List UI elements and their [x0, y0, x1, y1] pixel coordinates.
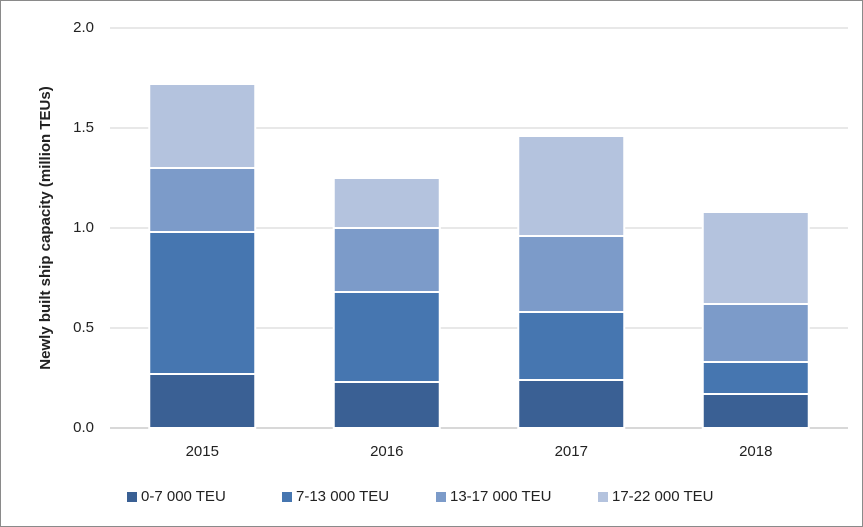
y-tick-label: 1.0 [73, 219, 94, 236]
legend-swatch [436, 492, 446, 502]
y-axis-title: Newly built ship capacity (million TEUs) [37, 86, 54, 369]
legend-swatch [282, 492, 292, 502]
x-tick-label: 2018 [739, 443, 772, 460]
bar-segment [701, 393, 810, 429]
bar-segment [701, 303, 810, 363]
legend-label: 13-17 000 TEU [450, 488, 551, 505]
bar-segment [332, 381, 441, 429]
bar-segment [332, 227, 441, 293]
legend-label: 17-22 000 TEU [612, 488, 713, 505]
bar-segment [517, 311, 626, 381]
bar-segment [701, 211, 810, 305]
bar-segment [701, 361, 810, 395]
bar-segment [148, 167, 257, 233]
x-tick-label: 2016 [370, 443, 403, 460]
bar-segment [332, 177, 441, 229]
legend-label: 0-7 000 TEU [141, 488, 226, 505]
y-tick-label: 2.0 [73, 19, 94, 36]
bar-segment [517, 235, 626, 313]
bar-segment [332, 291, 441, 383]
x-tick-label: 2017 [555, 443, 588, 460]
x-tick-label: 2015 [186, 443, 219, 460]
bar-segment [517, 379, 626, 429]
y-tick-label: 1.5 [73, 119, 94, 136]
bar-segment [148, 231, 257, 375]
y-tick-label: 0.5 [73, 319, 94, 336]
y-tick-label: 0.0 [73, 419, 94, 436]
legend-swatch [598, 492, 608, 502]
legend-swatch [127, 492, 137, 502]
legend-label: 7-13 000 TEU [296, 488, 389, 505]
bar-segment [148, 83, 257, 169]
bar-segment [517, 135, 626, 237]
bar-segment [148, 373, 257, 429]
